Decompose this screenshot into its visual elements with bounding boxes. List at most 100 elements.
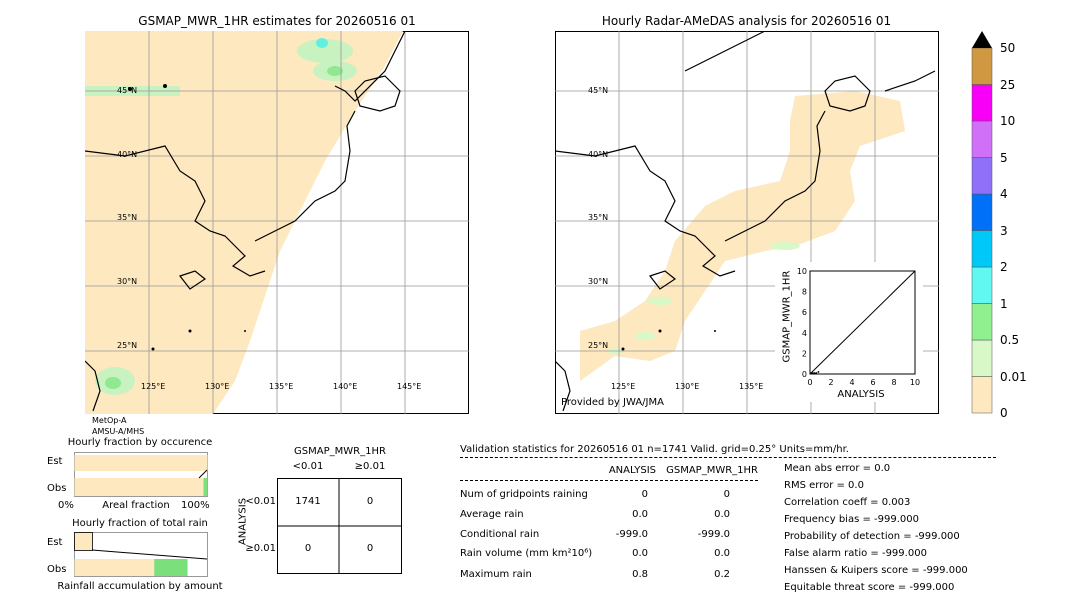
inset-ylabel: GSMAP_MWR_1HR	[781, 270, 793, 363]
analysis-patch	[770, 242, 800, 250]
inset-points	[810, 371, 820, 375]
occ-obs-label: Obs	[47, 483, 67, 494]
colorbar-label: 4	[1000, 187, 1008, 201]
tr-obs-label: Obs	[47, 564, 67, 575]
occurrence-title: Hourly fraction by occurence	[67, 437, 213, 448]
stat-label: Num of gridpoints raining	[460, 489, 588, 500]
score-line: Correlation coeff = 0.003	[784, 497, 911, 508]
inset-ytick: 0	[802, 370, 807, 379]
score-line: Probability of detection = -999.000	[784, 531, 960, 542]
rain-patch	[327, 66, 343, 76]
stat-analysis: 0.0	[632, 548, 648, 559]
right-map-title: Hourly Radar-AMeDAS analysis for 2026051…	[601, 14, 892, 28]
left-coastline	[85, 31, 406, 412]
colorbar-label: 0.5	[1000, 333, 1020, 347]
score-line: Frequency bias = -999.000	[784, 514, 919, 525]
rain-patch	[105, 377, 121, 389]
occ-connector	[198, 469, 208, 479]
inset-ytick: 10	[797, 267, 807, 276]
right-lon-130: 130°E	[675, 382, 700, 391]
occ-est-bar	[74, 455, 208, 471]
contingency-cell-01: 0	[366, 496, 374, 507]
inset-xtick: 6	[870, 378, 875, 387]
tr-est-bar	[74, 532, 93, 551]
contingency-cell-10: 0	[304, 543, 312, 554]
score-line: RMS error = 0.0	[784, 480, 864, 491]
colorbar-segment	[971, 339, 993, 377]
colorbar-segment	[971, 376, 993, 414]
colorbar-label: 1	[1000, 296, 1008, 311]
contingency-col-1: ≥0.01	[354, 461, 386, 472]
colorbar-label: 0	[1000, 406, 1008, 420]
occ-xlabel: Areal fraction	[102, 500, 170, 511]
right-lon-125: 125°E	[611, 382, 636, 391]
tr-obs-green	[154, 559, 188, 576]
left-lat-35: 35°N	[117, 213, 138, 222]
colorbar-segments	[971, 47, 993, 414]
stat-label: Rain volume (mm km²10⁶)	[460, 548, 593, 559]
inset-ytick: 4	[802, 329, 807, 338]
colorbar-segment	[971, 84, 993, 122]
contingency-title: GSMAP_MWR_1HR	[294, 446, 386, 457]
tr-obs-segment	[74, 559, 175, 576]
validation-divider	[460, 457, 996, 458]
stat-gsmap: 0.0	[714, 548, 730, 559]
left-grid	[85, 31, 469, 414]
inset-xtick: 0	[807, 378, 812, 387]
stat-analysis: 0	[641, 489, 648, 500]
left-lon-140: 140°E	[333, 382, 358, 391]
stat-label: Average rain	[460, 509, 524, 520]
colorbar-label: 3	[1000, 223, 1008, 238]
totalrain-bars	[74, 532, 208, 577]
score-line: False alarm ratio = -999.000	[784, 548, 927, 559]
tr-connector	[91, 549, 208, 560]
col-analysis: ANALYSIS	[608, 465, 656, 476]
colorbar-segment	[971, 230, 993, 268]
analysis-patch	[635, 332, 655, 340]
left-islands	[128, 84, 246, 351]
left-lat-25: 25°N	[117, 341, 138, 350]
sensor-name: AMSU-A/MHS	[92, 427, 145, 436]
score-line: Equitable threat score = -999.000	[784, 582, 955, 593]
colorbar-segment	[971, 120, 993, 158]
left-lat-40: 40°N	[117, 150, 138, 159]
contingency-col-0: <0.01	[292, 461, 324, 472]
provider-note: Provided by JWA/JMA	[561, 397, 664, 408]
occ-xtick-1: 100%	[181, 500, 210, 511]
tr-est-label: Est	[47, 537, 63, 548]
rain-patch	[316, 38, 328, 48]
score-line: Mean abs error = 0.0	[784, 463, 891, 474]
validation-header: Validation statistics for 20260516 01 n=…	[460, 444, 849, 455]
analysis-patch	[648, 297, 672, 305]
rain-area	[85, 31, 403, 414]
analysis-area	[580, 91, 905, 381]
right-lat-35: 35°N	[588, 213, 609, 222]
stat-gsmap: 0.0	[714, 509, 730, 520]
inset-xtick: 4	[849, 378, 854, 387]
colorbar-label: 5	[1000, 150, 1008, 165]
scatter-point	[817, 371, 820, 373]
inset-ytick: 6	[802, 308, 807, 317]
left-lat-45: 45°N	[117, 86, 138, 95]
stat-label: Maximum rain	[460, 569, 532, 580]
contingency-grid	[277, 478, 402, 574]
colorbar	[971, 31, 993, 414]
stat-label: Conditional rain	[460, 529, 540, 540]
left-map-title: GSMAP_MWR_1HR estimates for 20260516 01	[138, 14, 416, 28]
col-gsmap: GSMAP_MWR_1HR	[666, 465, 758, 476]
left-map	[85, 31, 469, 414]
colorbar-label: 10	[1000, 114, 1016, 128]
table-divider	[460, 480, 758, 481]
occ-xtick-0: 0%	[58, 500, 74, 511]
colorbar-extend-arrow	[972, 31, 992, 48]
occ-obs-bar	[74, 478, 204, 496]
satellite-name: MetOp-A	[92, 416, 127, 425]
stat-analysis: 0.0	[632, 509, 648, 520]
left-lon-130: 130°E	[205, 382, 230, 391]
occ-est-label: Est	[47, 456, 63, 467]
contingency-cell-00: 1741	[295, 496, 321, 507]
colorbar-label: 50	[1000, 41, 1016, 55]
reference-line	[809, 270, 916, 375]
inset-scatter: 0 2 4 6 8 10 0 2 4 6 8 10	[775, 262, 923, 402]
stat-gsmap: 0	[723, 489, 730, 500]
